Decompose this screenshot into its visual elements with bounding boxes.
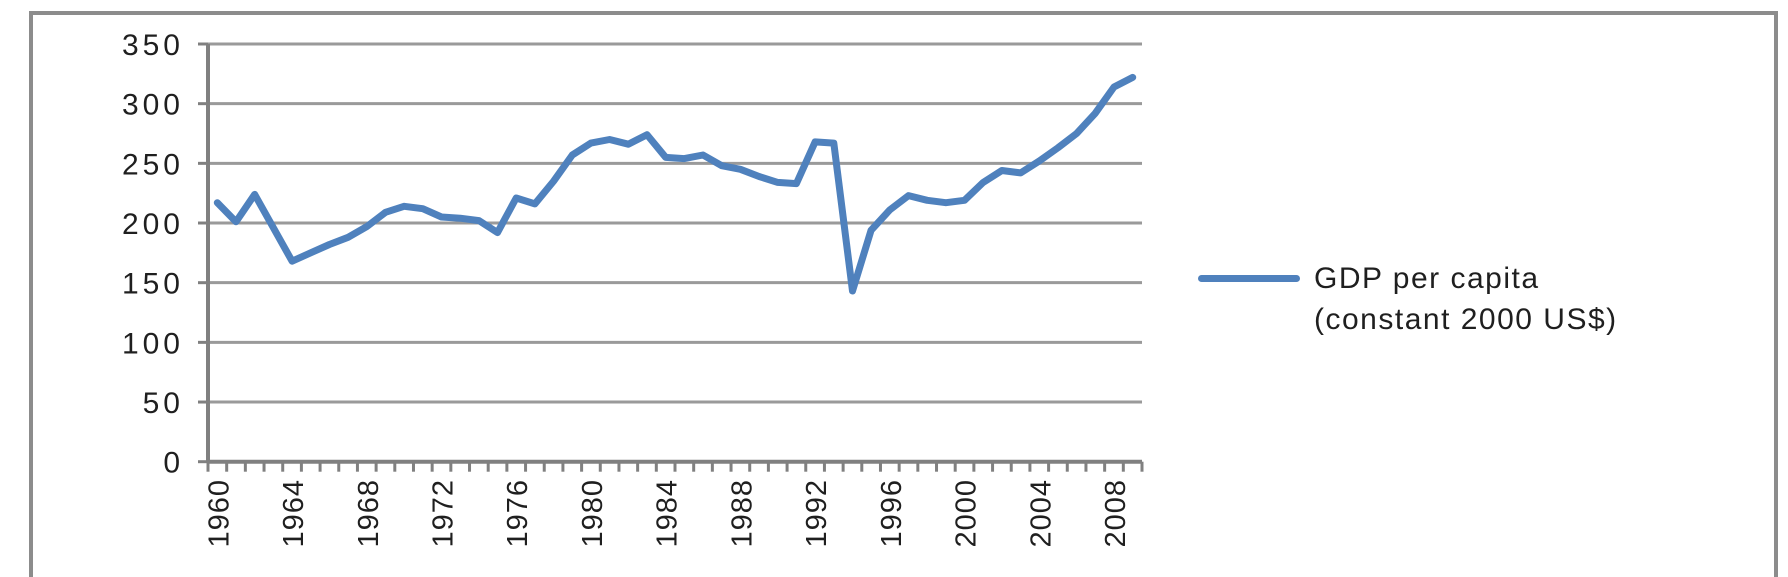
legend-label-line1: GDP per capita — [1314, 262, 1540, 295]
gdp-per-capita-line — [213, 73, 1137, 295]
x-axis-labels: 1960 1964 1968 1972 1976 1980 1984 1988 1992 1996… — [203, 479, 1132, 548]
x-axis-label: 1992 — [801, 479, 833, 548]
x-axis-label: 1960 — [203, 479, 235, 548]
y-axis-label: 250 — [122, 148, 184, 181]
y-axis-label: 150 — [122, 268, 184, 301]
x-axis-label: 2000 — [951, 479, 983, 548]
gridlines — [208, 42, 1142, 404]
chart-border — [29, 11, 1778, 577]
axis-ticks — [198, 42, 1144, 472]
x-axis-label: 1968 — [353, 479, 385, 548]
legend-line-sample — [1198, 275, 1300, 282]
x-axis-label: 1996 — [876, 479, 908, 548]
x-axis-label: 1976 — [502, 479, 534, 548]
y-axis-label: 100 — [122, 327, 184, 360]
y-axis-label: 0 — [163, 447, 184, 480]
y-axis-label: 350 — [122, 29, 184, 62]
x-axis-label: 2008 — [1100, 479, 1132, 548]
x-axis-label: 1972 — [428, 479, 460, 548]
legend-label: GDP per capita (constant 2000 US$) — [1314, 258, 1618, 341]
x-axis-label: 1984 — [652, 479, 684, 548]
y-axis-labels: 0 50 100 150 200 250 300 350 — [122, 29, 184, 480]
x-axis-label: 1980 — [577, 479, 609, 548]
legend: GDP per capita (constant 2000 US$) — [1198, 258, 1618, 341]
y-axis-label: 200 — [122, 208, 184, 241]
x-axis-label: 1964 — [278, 479, 310, 548]
x-axis-label: 2004 — [1025, 479, 1057, 548]
y-axis-label: 300 — [122, 89, 184, 122]
legend-label-line2: (constant 2000 US$) — [1314, 303, 1618, 337]
y-axis-label: 50 — [143, 387, 184, 420]
x-axis-label: 1988 — [726, 479, 758, 548]
